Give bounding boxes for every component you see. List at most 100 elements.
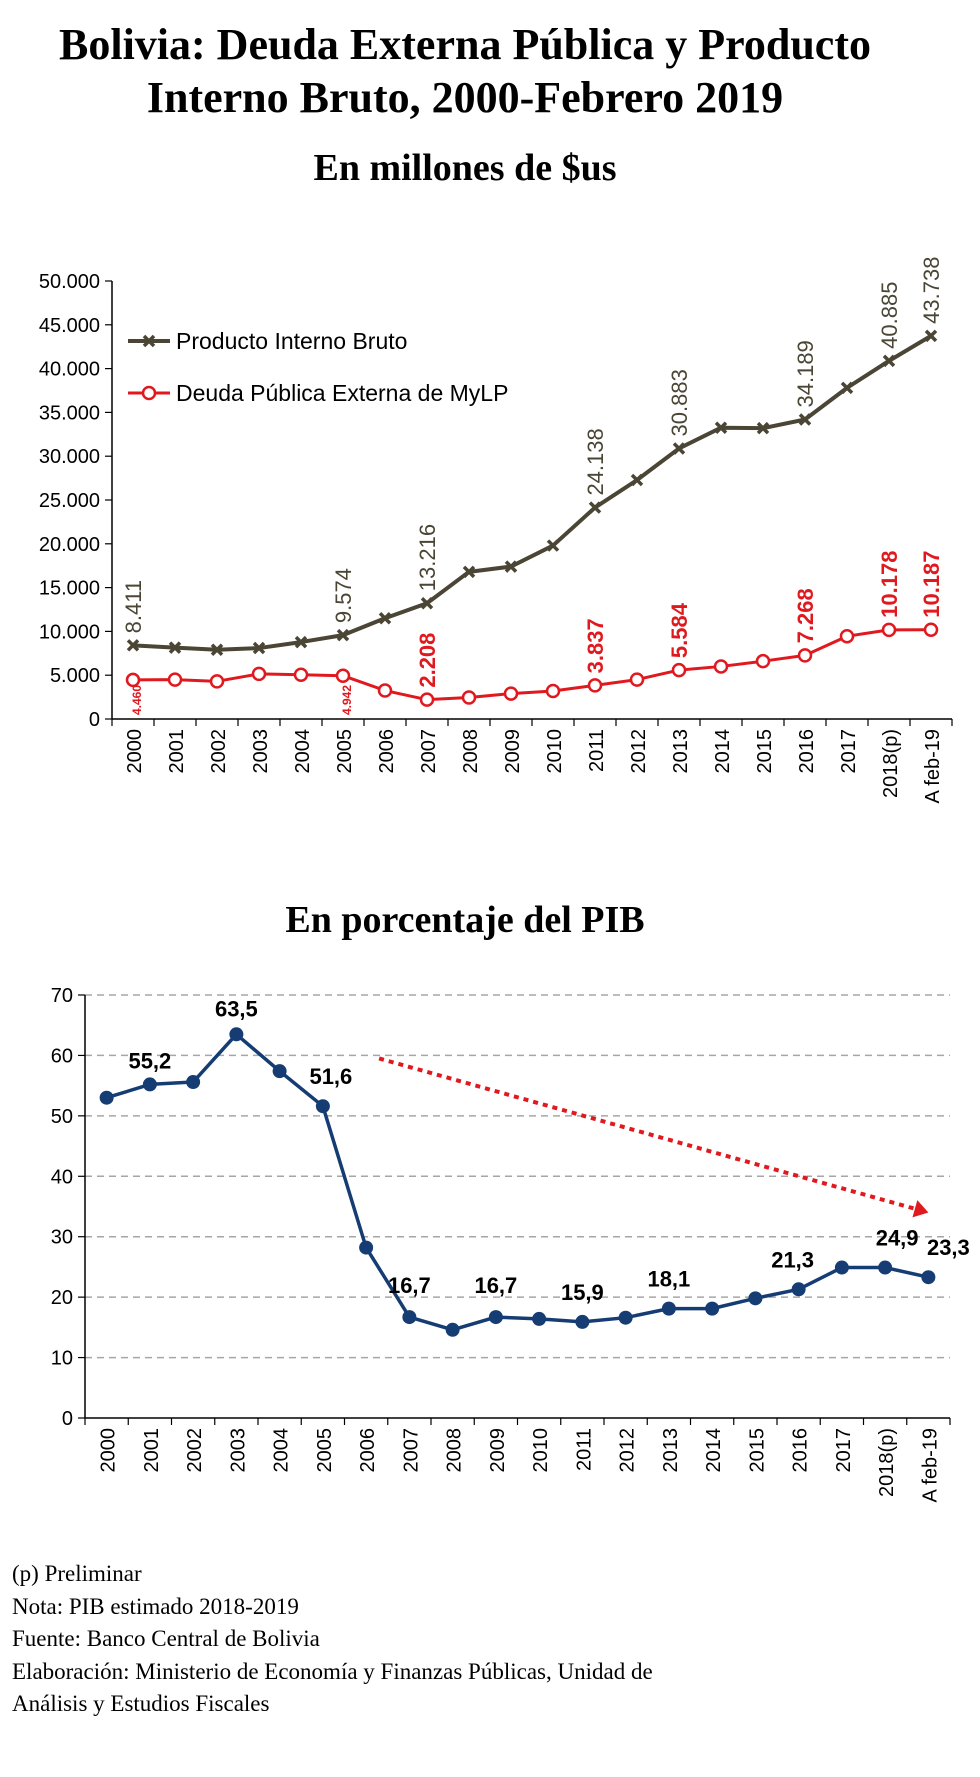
- x-tick-label: 2002: [184, 1428, 206, 1473]
- data-label-pct: 18,1: [647, 1267, 690, 1292]
- point-deuda: [839, 628, 855, 644]
- point-pib: [588, 501, 602, 514]
- x-tick-label: 2012: [628, 729, 650, 774]
- x-tick-label: 2014: [712, 729, 734, 774]
- x-tick-label: 2000: [98, 1428, 120, 1473]
- data-label-pib: 9.574: [331, 568, 356, 623]
- data-label-pib: 24.138: [583, 428, 608, 495]
- point-pib: [546, 539, 560, 552]
- chart-porcentaje-pib: 0 10 20 30 40 50 60 70 2000 2001 2002 2003 2004 2005 2…: [51, 985, 970, 1503]
- y-tick-label: 30.000: [39, 446, 100, 468]
- point-deuda: [755, 653, 771, 669]
- x-tick-label: 2010: [544, 729, 566, 774]
- point-pct: [359, 1240, 374, 1255]
- x-tick-label: 2007: [400, 1428, 422, 1473]
- data-label-pct: 23,3: [927, 1235, 970, 1260]
- y-tick-label: 70: [51, 985, 73, 1007]
- data-label-pct: 55,2: [128, 1048, 171, 1073]
- trend-arrow-line: [378, 1056, 916, 1211]
- footnote-elaboracion: Elaboración: Ministerio de Economía y Fi…: [12, 1658, 653, 1684]
- point-pct: [705, 1301, 720, 1316]
- point-deuda: [377, 683, 393, 698]
- x-tick-label: 2007: [418, 729, 440, 774]
- chart-millones: 0 5.000 10.000 15.000 20.000 25.000 30.000 35.0…: [39, 257, 953, 804]
- x-tick-label: 2018(p): [876, 1428, 898, 1497]
- x-tick-label: 2003: [227, 1428, 249, 1473]
- y-tick-label: 20: [51, 1287, 73, 1309]
- x-tick-label: 2009: [502, 729, 524, 774]
- point-deuda: [503, 686, 519, 701]
- x-tick-label: 2004: [271, 1428, 293, 1473]
- x-tick-label: 2010: [530, 1428, 552, 1473]
- legend-marker-pib: [142, 334, 156, 348]
- x-tick-label: 2017: [833, 1428, 855, 1473]
- title-line-1: Bolivia: Deuda Externa Pública y Product…: [59, 20, 871, 69]
- y-tick-label: 10.000: [39, 621, 100, 643]
- point-deuda: [335, 668, 351, 683]
- point-deuda: [293, 667, 309, 683]
- data-label-pib: 13.216: [415, 524, 440, 591]
- footnote-preliminar: (p) Preliminar: [12, 1561, 142, 1586]
- footnotes: (p) Preliminar Nota: PIB estimado 2018-2…: [12, 1558, 653, 1721]
- x-tick-label: 2011: [586, 729, 608, 772]
- point-pib: [126, 639, 140, 652]
- point-deuda: [167, 672, 183, 687]
- point-pib: [504, 560, 518, 573]
- y-tick-label: 25.000: [39, 490, 100, 512]
- point-deuda: [923, 622, 939, 638]
- chart2-title: En porcentaje del PIB: [285, 899, 645, 941]
- x-tick-label: 2017: [838, 729, 860, 774]
- x-tick-label: 2001: [141, 1428, 163, 1473]
- x-tick-label: 2016: [790, 1428, 812, 1473]
- title-line-2: Interno Bruto, 2000-Febrero 2019: [146, 73, 784, 122]
- trend-arrow-head: [912, 1200, 929, 1218]
- x-tick-label: 2015: [754, 729, 776, 774]
- point-deuda: [419, 692, 435, 707]
- footnote-fuente: Fuente: Banco Central de Bolivia: [12, 1626, 320, 1651]
- y-tick-label: 35.000: [39, 402, 100, 424]
- point-pct: [575, 1314, 590, 1329]
- point-pib: [294, 635, 308, 649]
- point-pct: [402, 1310, 417, 1325]
- x-tick-label: 2005: [314, 1428, 336, 1473]
- y-tick-label: 60: [51, 1045, 73, 1067]
- point-pib: [672, 442, 686, 455]
- chart1-title: En millones de $us: [313, 147, 617, 189]
- y-tick-label: 0: [89, 709, 100, 731]
- y-tick-label: 50.000: [39, 271, 100, 293]
- point-deuda: [209, 674, 225, 689]
- x-tick-label: 2016: [796, 729, 818, 774]
- point-pib: [924, 329, 938, 343]
- x-tick-label: 2008: [444, 1428, 466, 1473]
- x-tick-label: 2003: [250, 729, 272, 774]
- data-label-pib: 34.189: [793, 340, 818, 407]
- point-pct: [488, 1310, 503, 1325]
- data-label-deuda: 3.837: [583, 618, 608, 673]
- series-line-pct: [106, 1032, 929, 1332]
- data-label-pct: 24,9: [876, 1226, 919, 1251]
- point-pib: [882, 354, 896, 368]
- data-label-deuda: 10.178: [877, 551, 902, 618]
- point-deuda: [461, 690, 477, 705]
- point-pct: [272, 1064, 287, 1079]
- y-tick-label: 5.000: [50, 665, 100, 687]
- point-pct: [878, 1260, 893, 1275]
- x-tick-label: 2008: [460, 729, 482, 774]
- point-deuda: [545, 683, 561, 699]
- y-tick-label: 40: [51, 1166, 73, 1188]
- point-deuda: [587, 678, 603, 693]
- y-tick-label: 40.000: [39, 359, 100, 381]
- point-pct: [921, 1270, 936, 1285]
- point-deuda: [797, 648, 813, 663]
- x-tick-label: 2011: [573, 1428, 595, 1471]
- legend-marker-deuda: [141, 385, 157, 401]
- point-pct: [315, 1099, 330, 1114]
- x-tick-label: 2005: [334, 729, 356, 774]
- y-tick-label: 45.000: [39, 315, 100, 337]
- point-pct: [834, 1260, 849, 1275]
- point-pct: [791, 1282, 806, 1297]
- x-tick-label: 2014: [703, 1428, 725, 1473]
- point-pib: [630, 473, 644, 487]
- legend-label-deuda: Deuda Pública Externa de MyLP: [176, 380, 508, 406]
- point-deuda: [125, 672, 141, 688]
